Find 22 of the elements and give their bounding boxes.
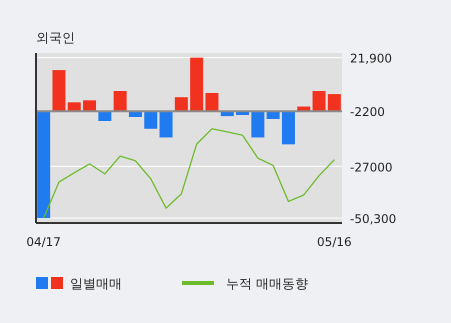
bar — [52, 70, 66, 112]
bar — [174, 97, 188, 112]
bar — [190, 58, 204, 112]
legend-label: 일별매매 — [70, 277, 122, 292]
y-tick-label: -27000 — [350, 160, 393, 174]
bar — [144, 111, 158, 129]
y-tick-label: -50,300 — [350, 212, 396, 226]
x-tick-label: 05/16 — [317, 235, 352, 249]
bar — [251, 111, 264, 138]
bar — [160, 111, 173, 138]
y-tick-label: 21,900 — [350, 52, 392, 66]
bar — [312, 91, 326, 112]
y-tick-label: -2200 — [350, 105, 385, 120]
x-tick-label: 04/17 — [26, 235, 61, 249]
bar — [328, 94, 341, 112]
bar — [282, 111, 295, 144]
chart-title: 외국인 — [36, 31, 75, 46]
line-series — [43, 128, 335, 219]
bar — [205, 93, 218, 112]
bar — [37, 111, 50, 218]
legend-label: 누적 매매동향 — [226, 277, 308, 292]
bar — [114, 91, 127, 112]
